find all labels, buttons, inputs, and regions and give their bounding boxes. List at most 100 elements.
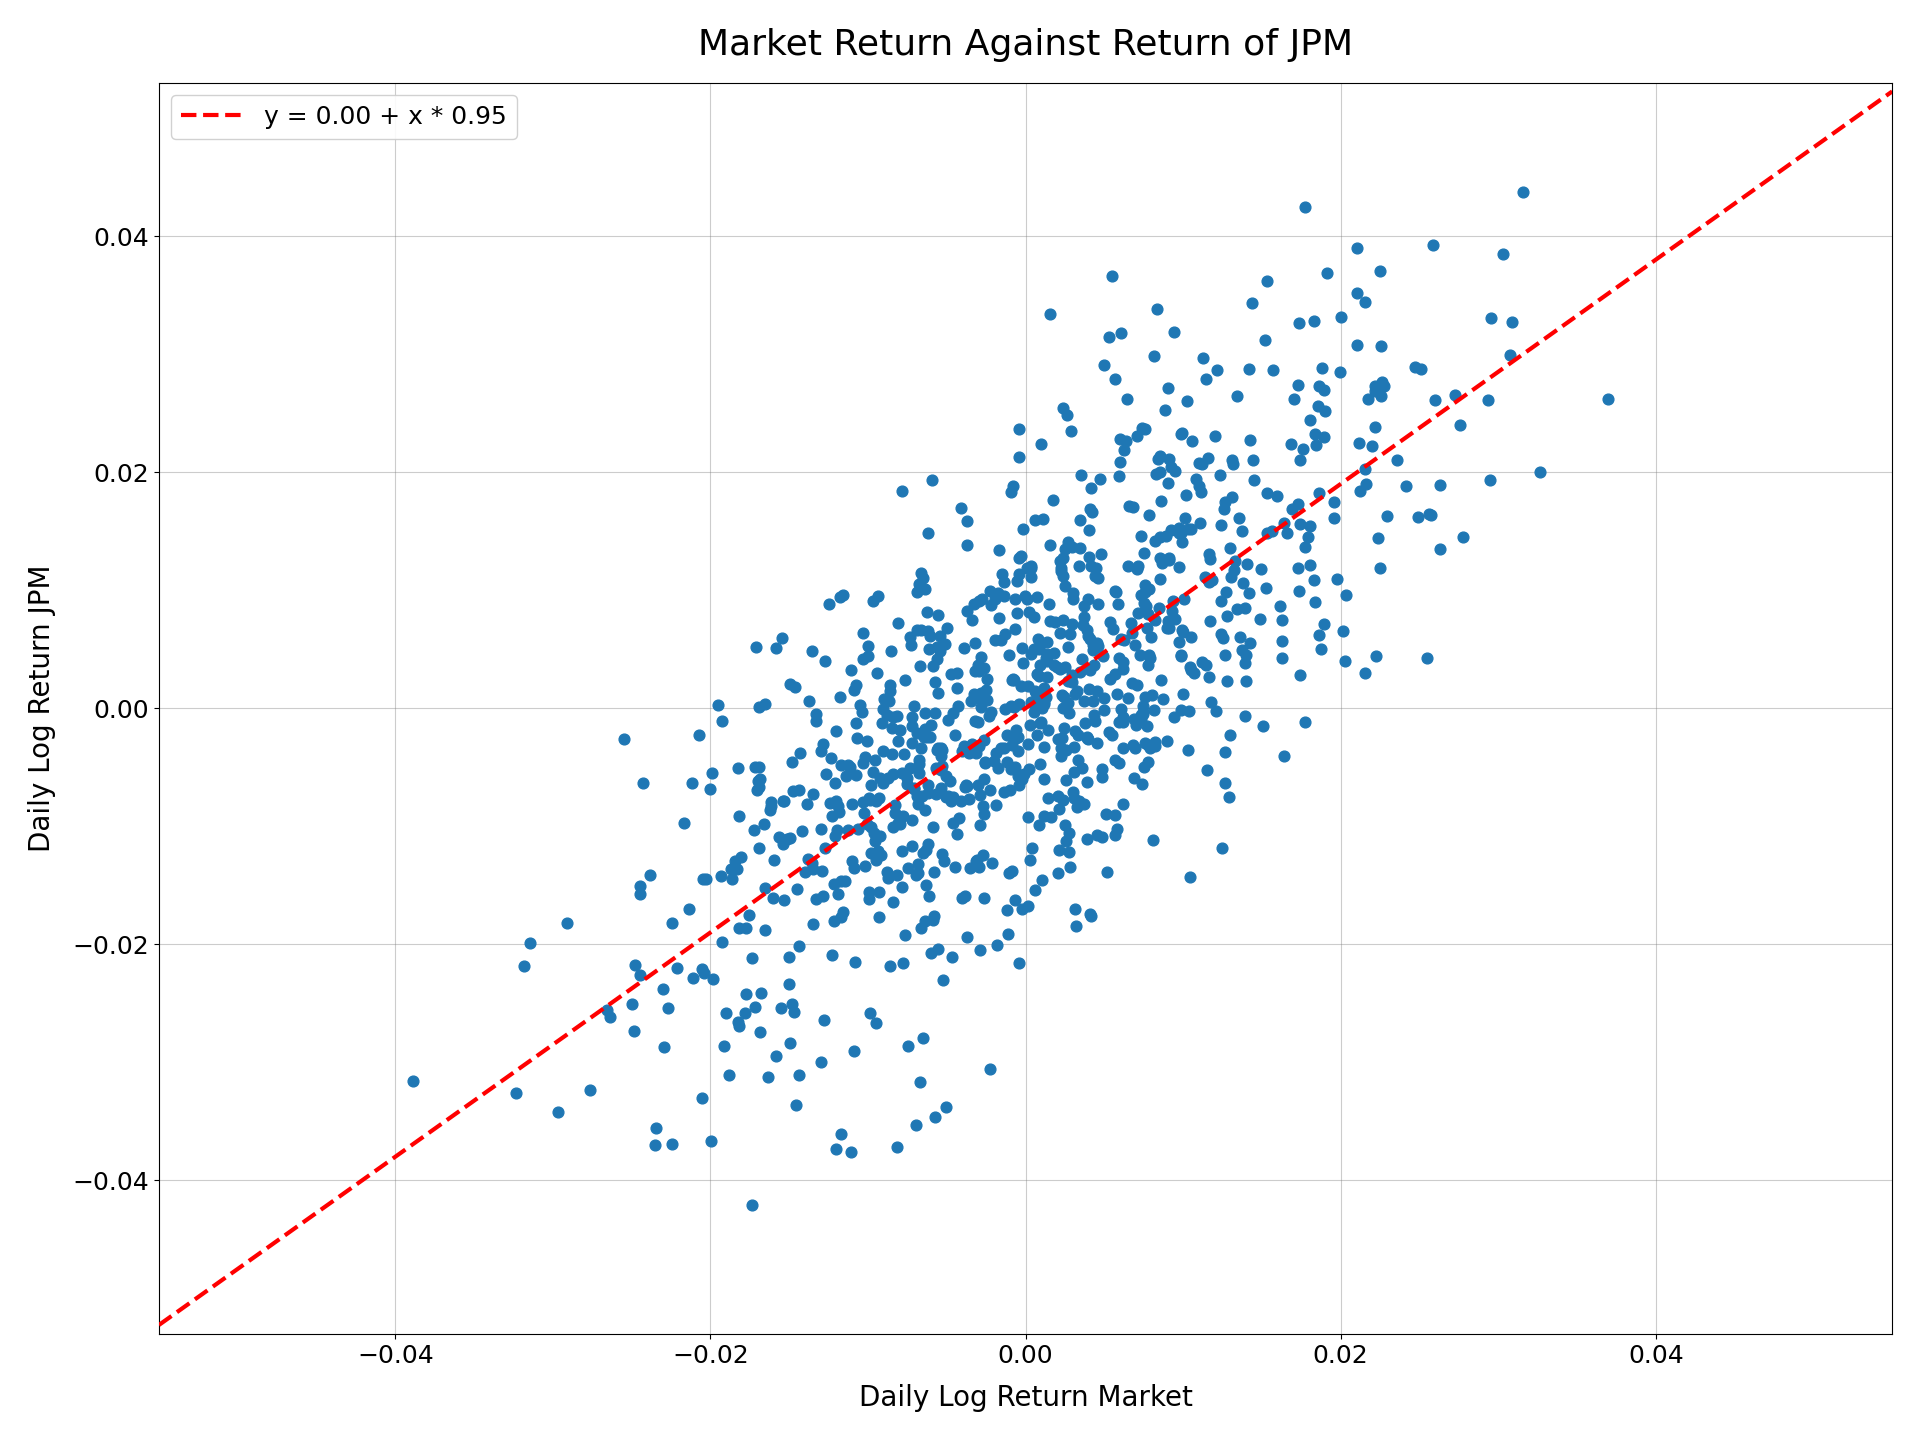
Point [1217, 449, 1248, 472]
Point [1058, 760, 1089, 783]
Point [885, 812, 916, 835]
Point [1002, 570, 1033, 593]
Point [849, 648, 879, 671]
Point [737, 1192, 768, 1215]
Point [1043, 785, 1073, 808]
Point [837, 850, 868, 873]
Point [925, 776, 956, 799]
Point [960, 710, 991, 733]
Point [1419, 389, 1450, 412]
Point [889, 923, 920, 946]
Point [1060, 736, 1091, 759]
Point [860, 789, 891, 812]
Point [1144, 526, 1175, 549]
Point [768, 789, 799, 812]
Point [1091, 802, 1121, 825]
Point [981, 742, 1012, 765]
Point [1025, 432, 1056, 455]
Point [902, 793, 933, 816]
Point [918, 469, 948, 492]
Point [1127, 703, 1158, 726]
Point [847, 791, 877, 814]
Point [722, 1011, 753, 1034]
Point [1231, 644, 1261, 667]
Point [760, 636, 791, 660]
Point [912, 832, 943, 855]
Point [1165, 422, 1196, 445]
Point [877, 763, 908, 786]
Point [904, 572, 935, 595]
Point [1440, 384, 1471, 408]
Point [1073, 588, 1104, 611]
Point [1029, 736, 1060, 759]
Point [904, 916, 935, 939]
Point [1405, 357, 1436, 380]
Point [847, 752, 877, 775]
Point [1048, 396, 1079, 419]
Point [939, 723, 970, 746]
Point [858, 590, 889, 613]
Point [945, 789, 975, 812]
Point [1148, 688, 1179, 711]
Point [1277, 498, 1308, 521]
Point [851, 746, 881, 769]
Point [1021, 681, 1052, 704]
Point [1039, 641, 1069, 664]
Point [1261, 484, 1292, 507]
Point [1023, 814, 1054, 837]
Point [925, 737, 956, 760]
Point [856, 773, 887, 796]
Point [948, 886, 979, 909]
Point [1029, 768, 1060, 791]
Point [1283, 374, 1313, 397]
Point [879, 793, 910, 816]
Point [1073, 546, 1104, 569]
Point [920, 670, 950, 693]
Point [970, 729, 1000, 752]
Point [1021, 723, 1052, 746]
Point [1079, 703, 1110, 726]
Point [745, 1021, 776, 1044]
Point [1165, 423, 1196, 446]
Point [1073, 727, 1104, 750]
Point [1021, 683, 1052, 706]
Point [1087, 757, 1117, 780]
Point [1108, 706, 1139, 729]
Point [1131, 418, 1162, 441]
Point [808, 733, 839, 756]
Point [716, 858, 747, 881]
Point [1046, 684, 1077, 707]
Point [1413, 503, 1444, 526]
Point [1091, 860, 1121, 883]
Point [1131, 714, 1162, 737]
Point [1144, 444, 1175, 467]
Point [785, 742, 816, 765]
Point [1125, 583, 1156, 606]
Point [1135, 644, 1165, 667]
Point [908, 566, 939, 589]
Point [1100, 579, 1131, 602]
Point [397, 1070, 428, 1093]
Point [1146, 670, 1177, 693]
Point [1104, 428, 1135, 451]
Point [816, 746, 847, 769]
Point [902, 852, 933, 876]
Point [1104, 710, 1135, 733]
Point [1050, 655, 1081, 678]
Point [1154, 448, 1185, 471]
Point [624, 876, 655, 899]
Point [1194, 665, 1225, 688]
Point [818, 910, 849, 933]
Point [970, 752, 1000, 775]
Point [1002, 740, 1033, 763]
Point [797, 851, 828, 874]
Point [745, 768, 776, 791]
Point [900, 1113, 931, 1136]
Point [781, 877, 812, 900]
Point [1187, 454, 1217, 477]
Point [1294, 554, 1325, 577]
Point [1183, 452, 1213, 475]
Point [707, 930, 737, 953]
Point [687, 868, 718, 891]
Point [1087, 765, 1117, 788]
